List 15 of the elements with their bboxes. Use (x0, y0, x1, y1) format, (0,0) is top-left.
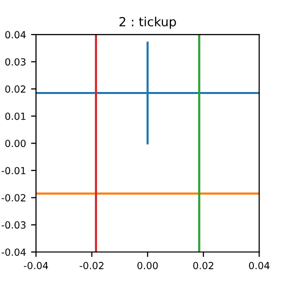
y-tick-label: -0.01 (2, 166, 26, 174)
y-tick-label: 0.04 (5, 31, 26, 38)
x-tick-label: 0.00 (137, 262, 158, 270)
y-tick-label: 0.00 (5, 140, 26, 148)
x-tick-label: 0.04 (249, 262, 270, 270)
x-tick-label: -0.02 (80, 262, 104, 270)
y-tick-label: 0.02 (5, 85, 26, 93)
x-tick-label: -0.04 (24, 262, 48, 270)
chart-title: 2 : tickup (119, 16, 176, 29)
y-tick-label: -0.02 (2, 194, 26, 202)
y-tick-label: -0.03 (2, 221, 26, 229)
x-tick-label: 0.02 (193, 262, 214, 270)
y-tick-label: -0.04 (2, 248, 26, 256)
y-tick-label: 0.01 (5, 112, 26, 120)
y-tick-label: 0.03 (5, 58, 26, 66)
